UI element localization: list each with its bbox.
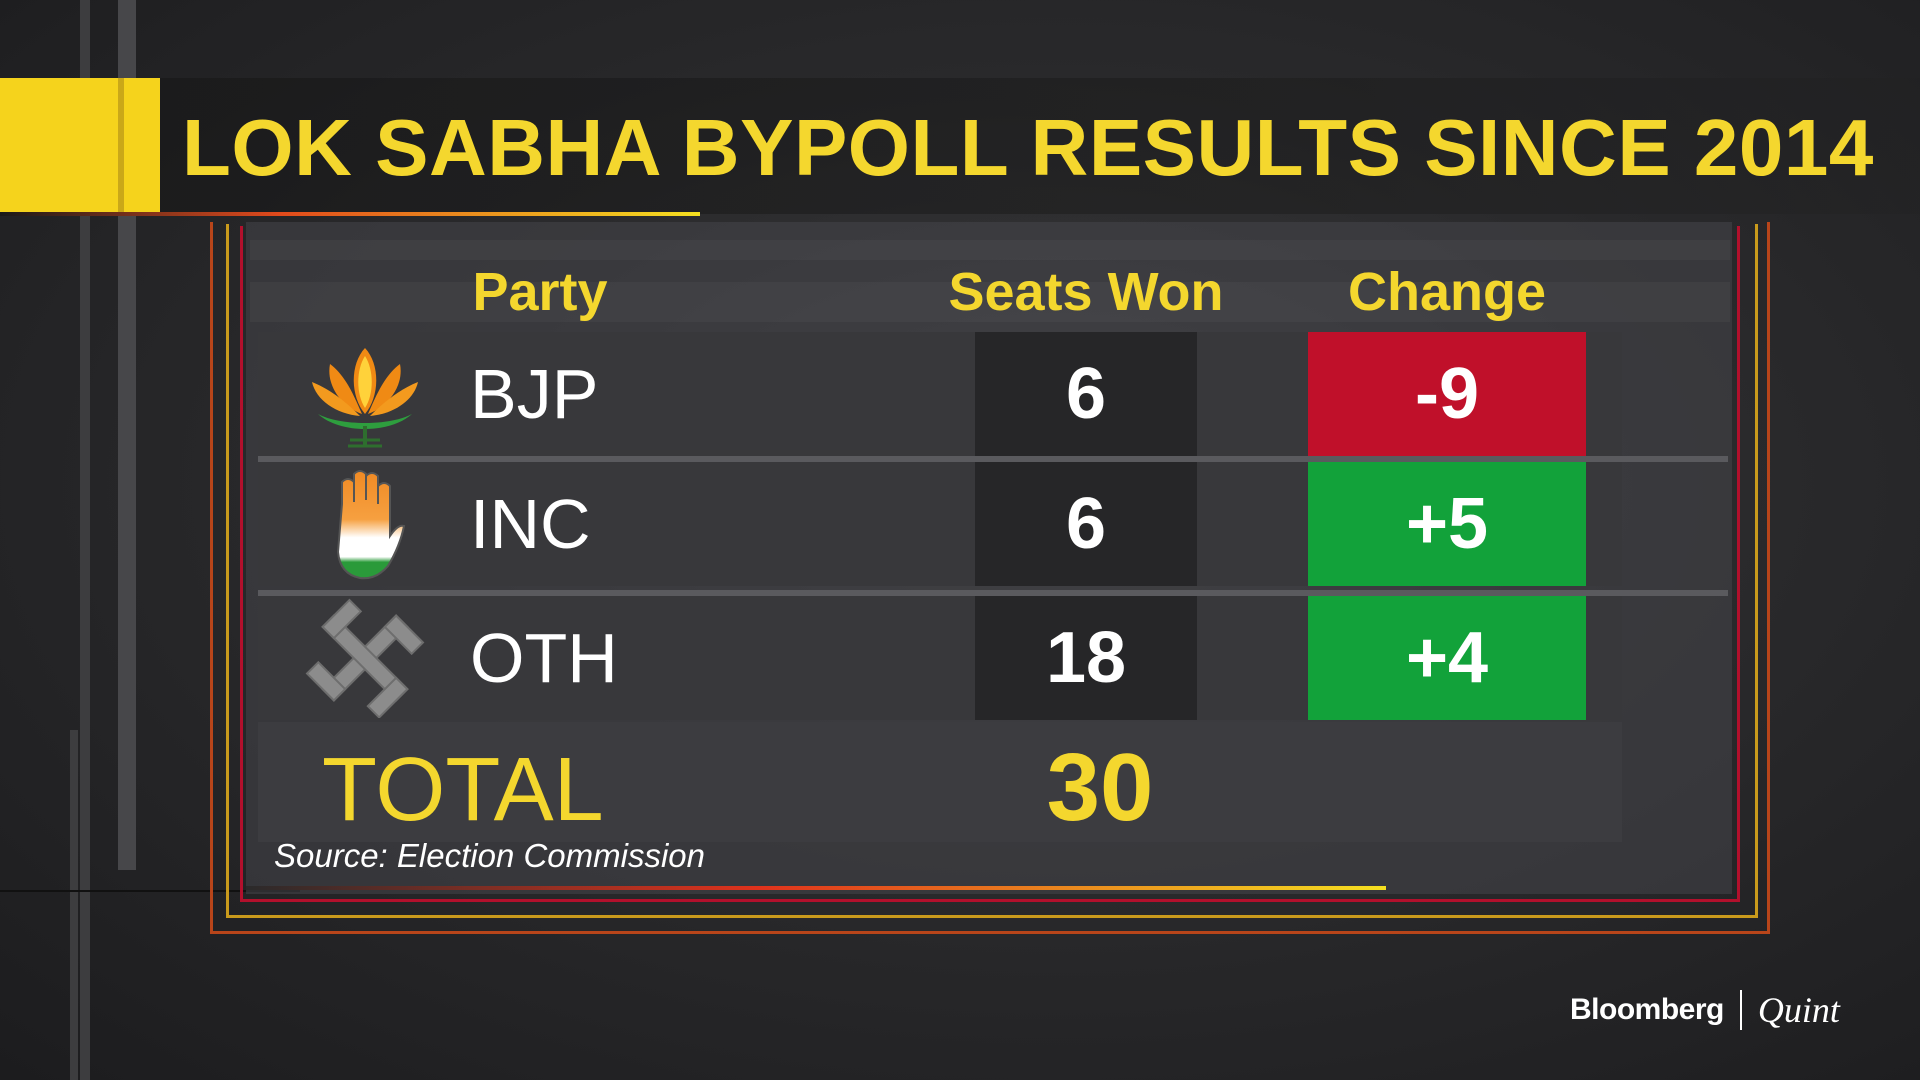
change-cell: +5 — [1308, 462, 1586, 586]
brand-bloomberg: Bloomberg — [1570, 993, 1724, 1026]
change-cell: -9 — [1308, 332, 1586, 456]
background-line — [0, 890, 300, 892]
party-name: BJP — [470, 355, 599, 433]
brand-divider — [1739, 990, 1742, 1030]
total-label: TOTAL — [322, 740, 604, 840]
brand-quint: Quint — [1757, 990, 1840, 1030]
background-line — [80, 0, 90, 1080]
lotus-icon — [312, 348, 418, 448]
title-accent-stripe — [118, 78, 124, 214]
outer-frame — [210, 222, 1770, 934]
hand-icon — [336, 470, 406, 580]
inner-frame — [226, 224, 1758, 918]
red-frame — [240, 226, 1740, 902]
title-underline — [0, 212, 700, 216]
bottom-underline — [246, 886, 1386, 890]
title-bar — [0, 78, 1920, 214]
background-line — [70, 730, 78, 1080]
seats-won-cell: 6 — [975, 462, 1197, 586]
title-accent-bar — [0, 78, 160, 214]
total-row — [258, 722, 1622, 842]
swastik-icon — [305, 598, 425, 718]
change-cell: +4 — [1308, 596, 1586, 720]
source-note: Source: Election Commission — [274, 837, 705, 874]
page-title: LOK SABHA BYPOLL RESULTS SINCE 2014 — [182, 103, 1874, 192]
row-separator — [258, 590, 1728, 596]
header-change: Change — [1347, 262, 1547, 322]
total-value: 30 — [1046, 734, 1154, 841]
seats-won-cell: 6 — [975, 332, 1197, 456]
header-seats-won: Seats Won — [948, 262, 1224, 322]
brand-logo: Bloomberg Quint — [1570, 988, 1840, 1032]
party-name: INC — [470, 485, 591, 563]
header-party: Party — [472, 262, 608, 322]
party-name: OTH — [470, 619, 618, 697]
background-line — [118, 0, 136, 870]
seats-won-cell: 18 — [975, 596, 1197, 720]
row-separator — [258, 456, 1728, 462]
